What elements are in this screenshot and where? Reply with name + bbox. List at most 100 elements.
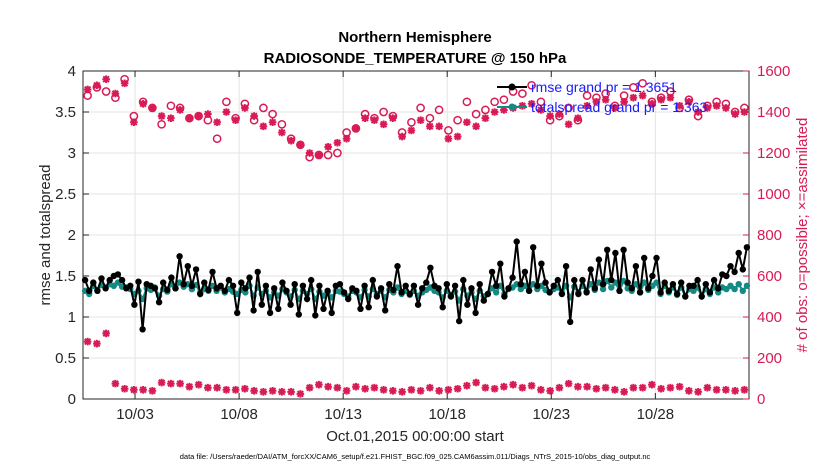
legend: rmse grand pr = 1.3651 totalspread grand… xyxy=(497,79,708,115)
rmse-point xyxy=(365,304,372,311)
rmse-point xyxy=(505,285,512,292)
legend-spread-label: totalspread grand pr = 1.363 xyxy=(531,99,708,115)
obs-assimilated-point xyxy=(463,118,471,127)
rmse-point xyxy=(649,272,656,280)
obs-assimilated-point xyxy=(444,134,453,143)
obs-assimilated-point xyxy=(389,114,397,122)
obs-assimilated-point xyxy=(333,138,342,147)
rmse-point xyxy=(451,282,459,289)
obs-low-assimilated-point xyxy=(509,380,517,389)
rmse-point xyxy=(525,287,533,294)
obs-possible-point xyxy=(268,109,277,119)
totalspread-point xyxy=(731,285,738,293)
obs-assimilated-point xyxy=(111,89,120,98)
obs-assimilated-point xyxy=(740,108,749,116)
chart-title: Northern Hemisphere xyxy=(338,29,491,46)
rmse-point xyxy=(303,295,311,303)
rmse-point xyxy=(254,268,261,276)
y-tick-label-right: 0 xyxy=(757,391,765,408)
totalspread-point xyxy=(739,287,746,294)
rmse-point xyxy=(279,279,286,286)
rmse-point xyxy=(155,299,163,306)
rmse-point xyxy=(484,290,492,298)
rmse-point xyxy=(102,285,109,292)
obs-assimilated-point xyxy=(139,100,147,108)
rmse-point xyxy=(168,274,175,281)
obs-assimilated-point xyxy=(583,102,591,110)
rmse-point xyxy=(488,268,496,276)
y-tick-label-left: 1.5 xyxy=(55,268,76,285)
y-tick-label-left: 3.5 xyxy=(55,104,76,121)
obs-possible-point xyxy=(629,83,638,92)
rmse-point xyxy=(571,276,578,284)
rmse-point xyxy=(410,282,418,289)
obs-assimilated-point xyxy=(601,95,610,104)
obs-low-assimilated-point xyxy=(204,383,212,392)
totalspread-point xyxy=(653,279,660,286)
totalspread-point xyxy=(735,281,742,288)
rmse-point xyxy=(612,249,619,257)
rmse-point xyxy=(468,285,475,292)
obs-assimilated-point xyxy=(657,95,665,104)
rmse-point xyxy=(661,279,668,286)
x-tick-label: 10/18 xyxy=(428,406,466,423)
rmse-point xyxy=(377,285,385,292)
rmse-point xyxy=(135,278,142,285)
obs-low-assimilated-point xyxy=(139,385,147,394)
obs-possible-point xyxy=(638,78,647,88)
rmse-point xyxy=(645,285,652,292)
obs-low-assimilated-point xyxy=(712,385,721,394)
rmse-point xyxy=(542,279,549,286)
obs-low-assimilated-point xyxy=(222,385,231,394)
obs-possible-point xyxy=(564,103,573,113)
rmse-point xyxy=(221,287,228,294)
rmse-point xyxy=(575,290,582,298)
obs-low-assimilated-point xyxy=(555,383,564,392)
obs-assimilated-point xyxy=(481,114,490,122)
rmse-point xyxy=(398,289,405,296)
rmse-point xyxy=(427,264,434,271)
y-axis-label-right: # of obs: o=possible; ×=assimilated xyxy=(794,118,811,353)
obs-low-assimilated-point xyxy=(472,378,480,387)
obs-assimilated-point xyxy=(167,114,175,122)
obs-assimilated-point xyxy=(574,114,582,122)
footnote-data-file: data file: /Users/raeder/DAI/ATM_forcXX/… xyxy=(180,452,651,461)
rmse-point xyxy=(197,290,204,298)
obs-low-assimilated-point xyxy=(648,380,656,389)
obs-low-assimilated-point xyxy=(574,382,582,391)
rmse-point xyxy=(739,266,746,273)
rmse-point xyxy=(414,301,422,308)
rmse-point xyxy=(583,289,590,296)
rmse-point xyxy=(476,281,483,288)
rmse-point xyxy=(94,287,101,294)
y-tick-label-right: 1400 xyxy=(757,104,790,121)
obs-assimilated-point xyxy=(638,91,647,100)
rmse-point xyxy=(632,263,640,270)
obs-low-assimilated-point xyxy=(435,387,443,395)
obs-assimilated-point xyxy=(213,118,221,127)
rmse-point xyxy=(604,246,611,253)
rmse-point xyxy=(723,272,730,280)
rmse-point xyxy=(579,276,586,284)
obs-possible-point xyxy=(444,126,453,135)
rmse-point xyxy=(567,318,574,326)
totalspread-point xyxy=(608,284,615,291)
obs-assimilated-point xyxy=(490,108,499,116)
obs-possible-point xyxy=(277,119,287,129)
rmse-point xyxy=(312,312,319,319)
rmse-point xyxy=(694,276,701,284)
obs-assimilated-point xyxy=(518,102,527,110)
obs-assimilated-point xyxy=(157,112,166,120)
obs-assimilated-point xyxy=(426,122,434,131)
obs-low-assimilated-point xyxy=(703,383,712,392)
rmse-point xyxy=(316,282,323,289)
rmse-point xyxy=(657,289,664,296)
rmse-point xyxy=(731,268,738,276)
obs-assimilated-point xyxy=(185,114,194,122)
rmse-point xyxy=(151,285,159,292)
obs-assimilated-point xyxy=(305,149,314,157)
totalspread-point xyxy=(641,279,648,286)
y-tick-label-right: 400 xyxy=(757,309,782,326)
rmse-point xyxy=(715,285,722,292)
obs-low-assimilated-point xyxy=(740,385,749,394)
